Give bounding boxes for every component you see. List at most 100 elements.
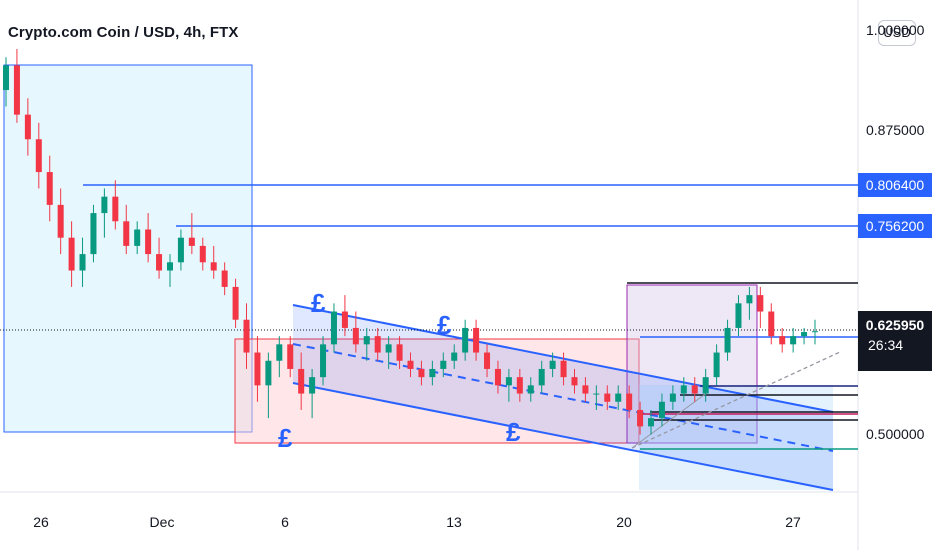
- candle-body: [768, 311, 775, 337]
- candle-body: [101, 196, 108, 214]
- x-tick-label: 20: [616, 514, 632, 530]
- candle-body: [309, 377, 316, 394]
- candle-body: [134, 229, 141, 246]
- candle-body: [604, 393, 611, 402]
- candle-body: [429, 368, 436, 378]
- candle-body: [2, 65, 10, 91]
- candle-body: [276, 344, 283, 361]
- current-price-value: 0.625950: [865, 317, 925, 333]
- candle-body: [691, 385, 698, 394]
- candle-body: [418, 368, 425, 378]
- candle-body: [451, 352, 458, 361]
- candle-body: [757, 295, 764, 312]
- candle-body: [560, 360, 567, 378]
- candle-body: [254, 352, 261, 386]
- candle-body: [582, 385, 589, 394]
- candle-body: [396, 344, 403, 361]
- candle-body: [713, 352, 720, 378]
- right-zone-rectangle: [626, 284, 758, 444]
- annotation-4: £: [506, 417, 521, 447]
- candle-body: [669, 393, 676, 402]
- candle-body: [615, 393, 622, 402]
- candle-body: [221, 270, 228, 287]
- descending-channel-fill: [293, 305, 833, 490]
- candle-body: [538, 368, 545, 386]
- candle-body: [79, 254, 86, 271]
- candle-body: [571, 377, 578, 386]
- candle-body: [724, 327, 731, 353]
- candle-body: [680, 385, 687, 394]
- candle-body: [385, 344, 392, 353]
- candle-body: [145, 229, 152, 255]
- candle-body: [188, 237, 195, 246]
- chart-title: Crypto.com Coin / USD, 4h, FTX: [8, 24, 239, 41]
- x-tick-label: Dec: [149, 514, 175, 530]
- candle-body: [494, 368, 501, 386]
- candle-body: [265, 360, 272, 386]
- candle-body: [210, 262, 217, 271]
- annotation-2: £: [311, 288, 326, 318]
- projection-box: [639, 385, 833, 490]
- x-tick-label: 27: [785, 514, 801, 530]
- candle-body: [407, 360, 414, 369]
- candle-body: [156, 254, 163, 271]
- candle-body: [779, 336, 786, 345]
- annotation-1: £: [278, 423, 293, 453]
- candle-body: [243, 319, 250, 353]
- candle-body: [57, 204, 64, 238]
- candle-body: [746, 295, 753, 304]
- candle-body: [68, 237, 75, 271]
- candle-body: [473, 327, 480, 353]
- candle-body: [505, 377, 512, 386]
- candles: [2, 49, 819, 435]
- candle-body: [637, 409, 644, 427]
- gray-dotted-trendline: [631, 351, 841, 449]
- bar-countdown: 26:34: [868, 337, 904, 353]
- candle-body: [287, 344, 294, 369]
- candle-body: [166, 262, 173, 271]
- candle-body: [24, 114, 31, 140]
- candle-body: [341, 311, 348, 328]
- candle-body: [330, 311, 337, 345]
- candle-body: [658, 401, 665, 419]
- candle-body: [516, 377, 523, 394]
- candle-body: [811, 331, 819, 333]
- channel-lower-line: [292, 382, 834, 491]
- annotation-3: £: [437, 310, 452, 340]
- candle-body: [232, 286, 239, 320]
- y-tick-label: 0.500000: [866, 426, 925, 442]
- candle-body: [593, 393, 600, 395]
- y-tick-label: 1.000000: [866, 22, 925, 38]
- currency-button[interactable]: USD: [878, 20, 916, 46]
- channel-mid-line: [292, 343, 834, 452]
- candle-body: [46, 172, 53, 205]
- candle-body: [801, 332, 808, 337]
- candle-body: [123, 221, 130, 246]
- candle-body: [440, 360, 447, 369]
- candle-body: [735, 303, 742, 328]
- channel-upper-line: [292, 304, 834, 413]
- candle-body: [462, 327, 469, 353]
- candle-body: [363, 336, 370, 345]
- x-tick-label: 6: [281, 514, 289, 530]
- candle-body: [374, 336, 381, 353]
- candle-body: [527, 385, 534, 394]
- y-tick-label: 0.875000: [866, 122, 925, 138]
- gray-support-trendline: [631, 391, 709, 449]
- current-price-badge: 0.625950 26:34: [858, 311, 932, 371]
- candle-body: [320, 344, 327, 378]
- price-level-badge: 0.806400: [858, 173, 932, 197]
- left-zone-rectangle: [3, 64, 253, 433]
- candle-body: [13, 65, 20, 115]
- x-tick-label: 26: [33, 514, 49, 530]
- candle-body: [549, 360, 556, 369]
- candle-body: [790, 336, 797, 345]
- candle-body: [199, 245, 206, 263]
- candle-body: [352, 327, 359, 345]
- candle-body: [177, 237, 184, 263]
- candle-body: [298, 368, 305, 394]
- price-level-badge: 0.756200: [858, 214, 932, 238]
- candle-body: [112, 196, 119, 222]
- candle-body: [648, 418, 655, 427]
